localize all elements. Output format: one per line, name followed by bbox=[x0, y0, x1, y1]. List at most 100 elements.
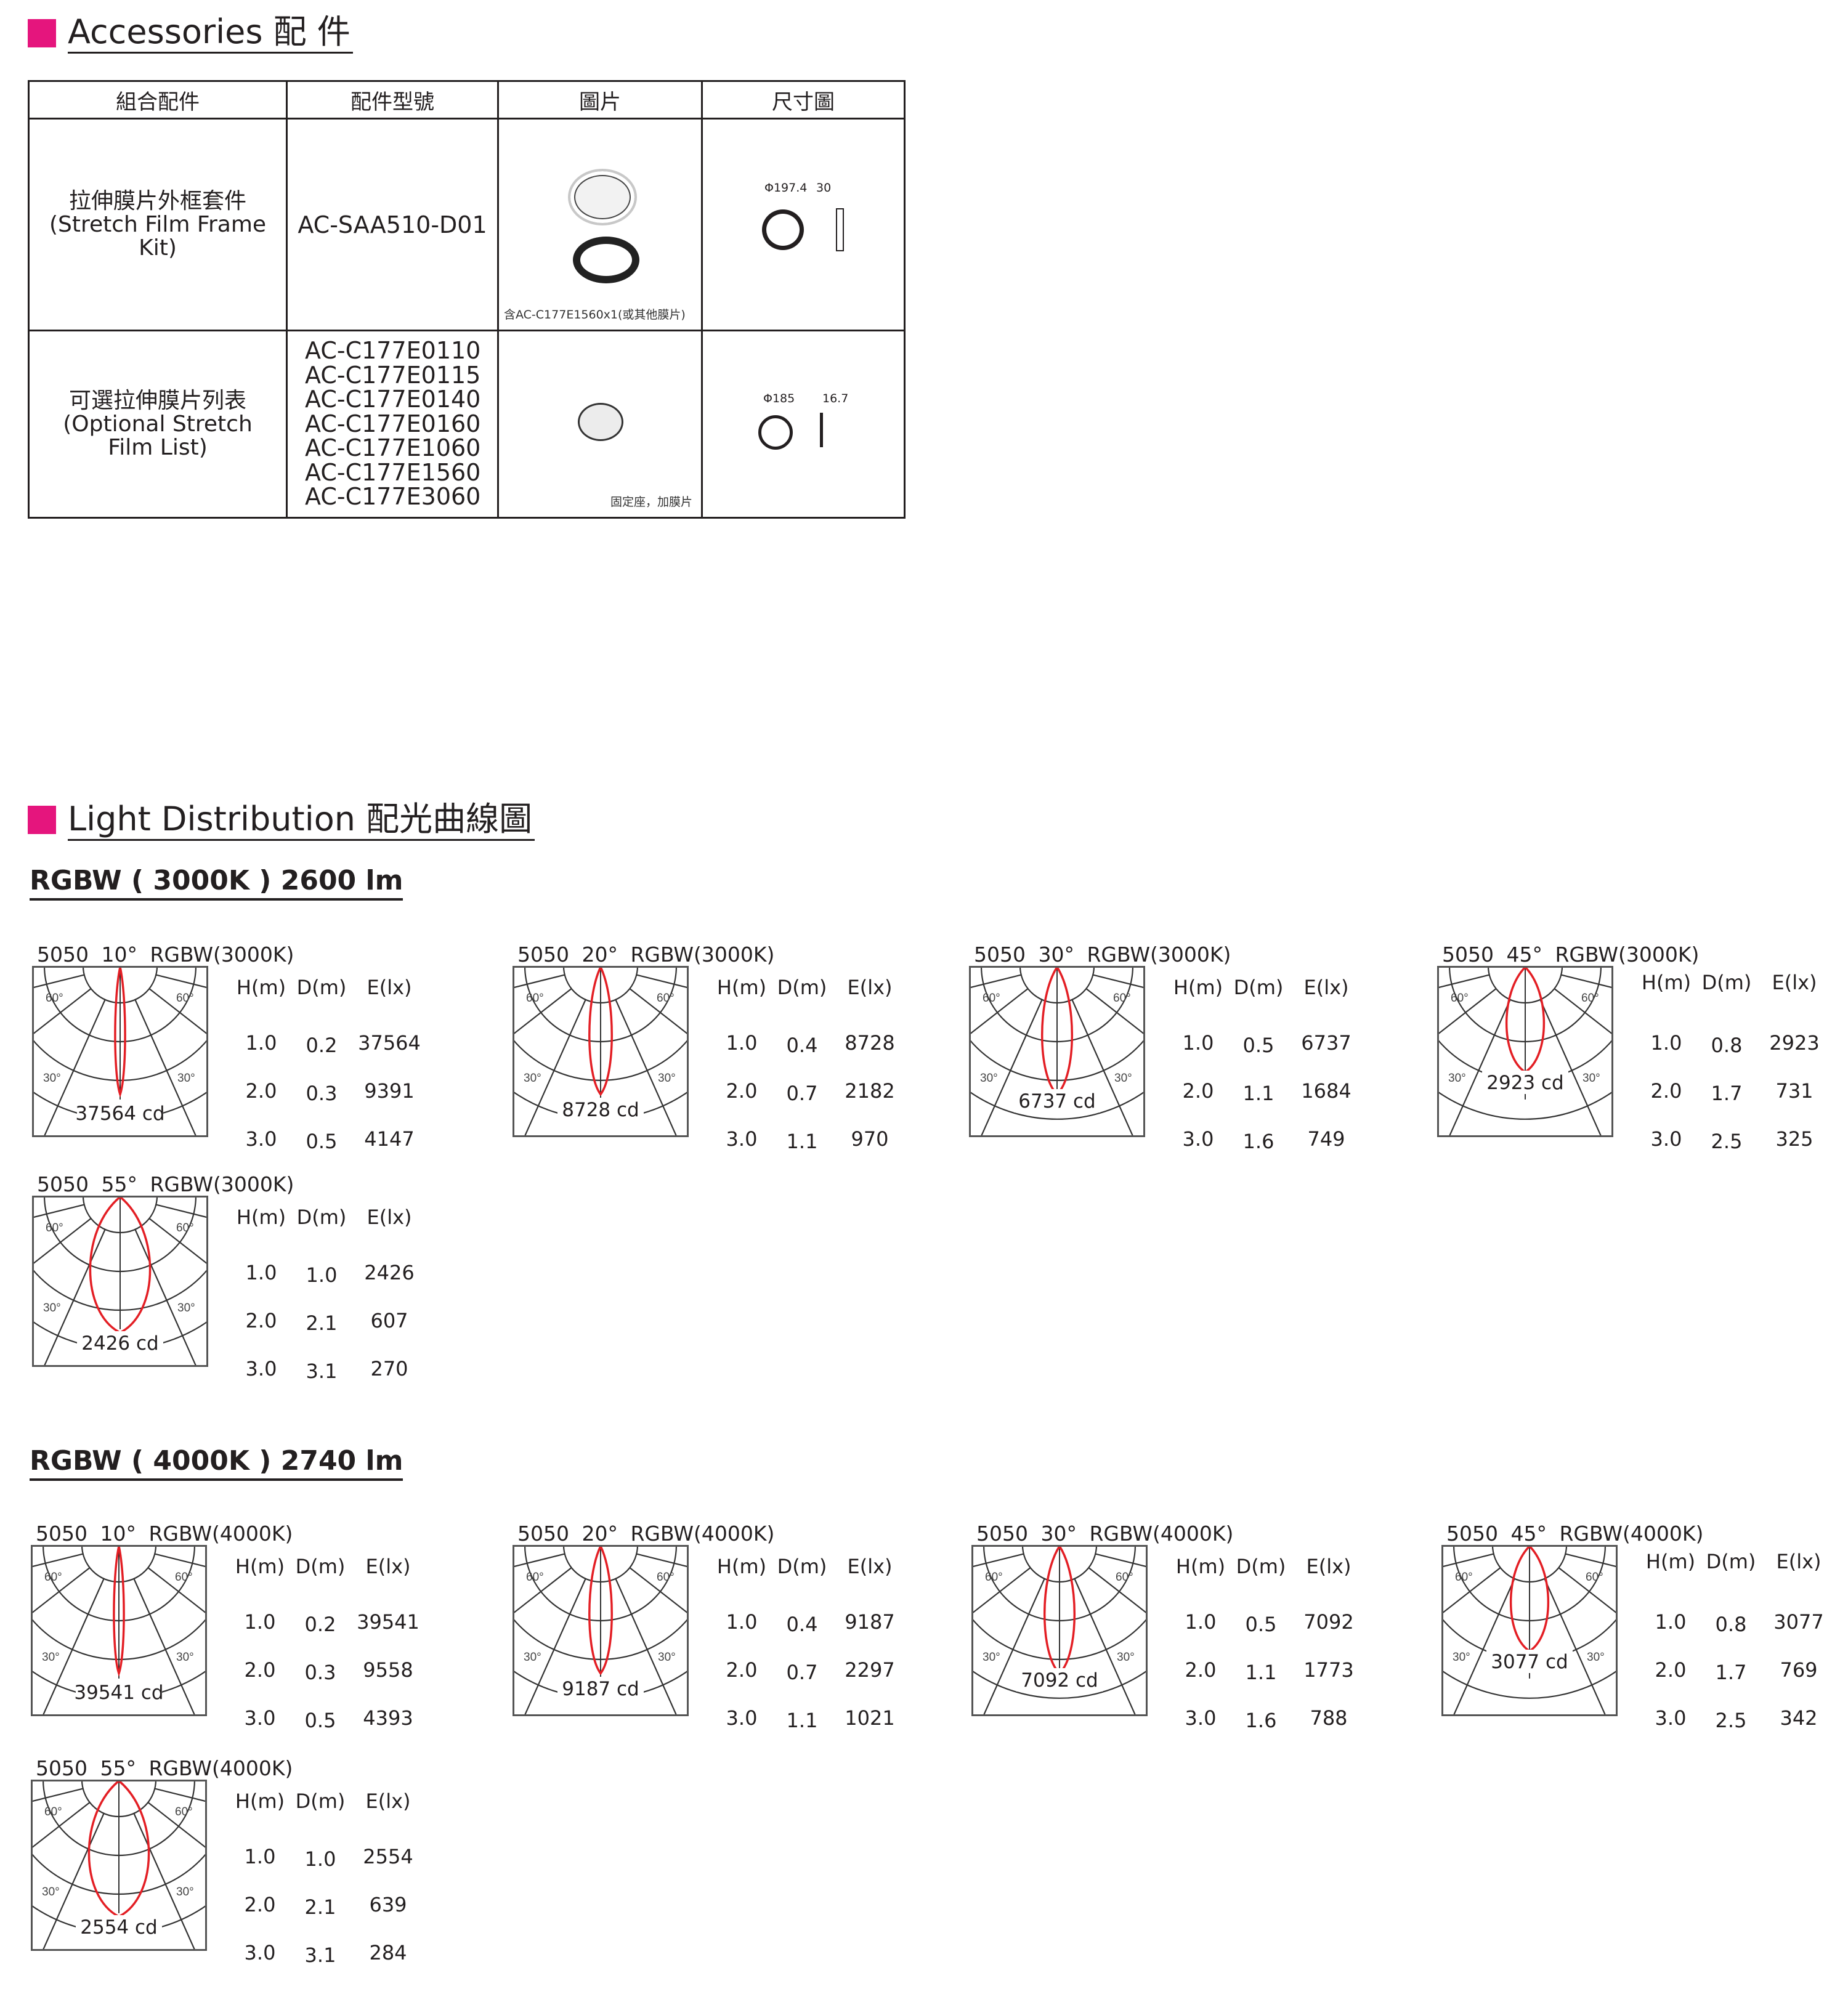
illuminance-value: 8728 bbox=[845, 1031, 895, 1055]
chart-title: 5050 10° RGBW(4000K) bbox=[36, 1522, 293, 1546]
grid-radial-line bbox=[32, 1218, 92, 1265]
dimension-height: 30 bbox=[816, 181, 832, 195]
grid-radial-line bbox=[1074, 1578, 1137, 1716]
grid-radial-line bbox=[31, 1553, 83, 1568]
model-item: AC-C177E0160 bbox=[305, 410, 481, 437]
polar-grid bbox=[971, 1545, 1148, 1716]
polar-grid bbox=[1441, 1545, 1618, 1716]
illuminance-value: 9391 bbox=[364, 1079, 415, 1103]
grid-radial-line bbox=[969, 974, 1021, 989]
table-column-header: D(m) bbox=[1701, 971, 1752, 994]
table-column-header: E(lx) bbox=[1303, 976, 1349, 999]
table-column-header: H(m) bbox=[716, 976, 767, 999]
distance-value: 0.5 bbox=[304, 1709, 336, 1732]
name-en: (Stretch Film Frame Kit) bbox=[49, 211, 267, 261]
grid-radial-line bbox=[31, 1567, 91, 1615]
angle-label: 30° bbox=[42, 1651, 60, 1664]
table-column-header: E(lx) bbox=[847, 1555, 893, 1578]
grid-radial-line bbox=[971, 1567, 1031, 1615]
grid-radial-line bbox=[1085, 988, 1145, 1035]
grid-radial-line bbox=[31, 1802, 91, 1849]
illuminance-value: 1021 bbox=[845, 1706, 895, 1730]
distance-value: 0.7 bbox=[786, 1082, 818, 1105]
peak-label-background bbox=[77, 1101, 163, 1125]
grid-radial-line bbox=[636, 974, 689, 989]
section-marker-icon bbox=[28, 19, 56, 47]
height-value: 1.0 bbox=[1655, 1610, 1687, 1634]
illuminance-value: 270 bbox=[370, 1357, 408, 1380]
illuminance-value: 325 bbox=[1775, 1127, 1814, 1151]
ring-side-drawing-icon bbox=[836, 208, 844, 251]
angle-label: 60° bbox=[1451, 992, 1469, 1005]
grid-radial-line bbox=[1565, 1553, 1618, 1568]
grid-radial-line bbox=[156, 1204, 208, 1218]
table-row: 拉伸膜片外框套件 (Stretch Film Frame Kit) AC-SAA… bbox=[28, 118, 906, 331]
dimension-diameter: Φ185 bbox=[763, 392, 795, 405]
height-value: 2.0 bbox=[1655, 1658, 1687, 1682]
angle-label: 30° bbox=[42, 1886, 60, 1899]
distance-value: 0.5 bbox=[306, 1130, 338, 1153]
grid-radial-line bbox=[155, 1553, 207, 1568]
height-value: 2.0 bbox=[1182, 1079, 1214, 1103]
angle-label: 60° bbox=[175, 1805, 193, 1818]
distance-value: 1.7 bbox=[1711, 1082, 1743, 1105]
chart-title: 5050 10° RGBW(3000K) bbox=[37, 942, 294, 967]
grid-radial-line bbox=[636, 1553, 689, 1568]
height-value: 1.0 bbox=[726, 1610, 758, 1634]
polar-grid bbox=[32, 1196, 208, 1367]
dimension-drawing-cell: Φ197.4 30 bbox=[701, 118, 906, 331]
grid-radial-line bbox=[983, 1578, 1045, 1716]
grid-radial-line bbox=[1441, 1567, 1501, 1615]
illuminance-value: 1773 bbox=[1303, 1658, 1354, 1682]
height-value: 1.0 bbox=[244, 1845, 276, 1868]
accessory-image-cell: 固定座，加膜片 bbox=[497, 330, 703, 519]
grid-radial-line bbox=[1554, 988, 1613, 1035]
chart-title: 5050 45° RGBW(3000K) bbox=[1442, 942, 1700, 967]
distance-value: 0.2 bbox=[306, 1034, 338, 1057]
grid-radial-line bbox=[524, 999, 586, 1137]
model-item: AC-C177E0110 bbox=[305, 337, 481, 365]
distance-value: 1.1 bbox=[1245, 1661, 1277, 1684]
grid-radial-line bbox=[148, 1218, 208, 1265]
distance-value: 0.2 bbox=[304, 1613, 336, 1636]
table-column-header: H(m) bbox=[1641, 971, 1692, 994]
angle-label: 60° bbox=[44, 1805, 62, 1818]
grid-radial-line bbox=[513, 988, 572, 1035]
height-value: 2.0 bbox=[726, 1079, 758, 1103]
table-column-header: H(m) bbox=[1175, 1555, 1226, 1578]
header-dimension: 尺寸圖 bbox=[701, 80, 906, 120]
peak-label-background bbox=[557, 1677, 644, 1700]
chart-title: 5050 55° RGBW(4000K) bbox=[36, 1756, 293, 1780]
illuminance-value: 2297 bbox=[845, 1658, 895, 1682]
beam-curve bbox=[113, 1546, 125, 1677]
grid-radial-line bbox=[969, 988, 1029, 1035]
distance-value: 2.5 bbox=[1715, 1709, 1747, 1732]
angle-label: 60° bbox=[44, 1571, 62, 1584]
illuminance-value: 4393 bbox=[363, 1706, 413, 1730]
grid-radial-line bbox=[147, 1567, 207, 1615]
table-column-header: H(m) bbox=[1645, 1550, 1696, 1573]
light-distribution-chart: 5050 20° RGBW(3000K) 60° 60° 30° 30° 8728 cd H… bbox=[513, 942, 981, 1170]
distance-value: 0.7 bbox=[786, 1661, 818, 1684]
illuminance-value: 284 bbox=[369, 1941, 407, 1964]
accessory-image-cell: 含AC-C177E1560x1(或其他膜片) bbox=[497, 118, 703, 331]
angle-label: 60° bbox=[985, 1571, 1003, 1584]
angle-label: 60° bbox=[46, 1222, 63, 1234]
diagram-frame bbox=[31, 1545, 207, 1716]
light-distribution-chart: 5050 10° RGBW(3000K) 60° 60° 30° 30° 37564 cd… bbox=[32, 942, 500, 1170]
angle-label: 60° bbox=[1581, 992, 1599, 1005]
chart-title: 5050 30° RGBW(3000K) bbox=[974, 942, 1231, 967]
illuminance-value: 639 bbox=[369, 1893, 407, 1916]
diagram-frame bbox=[513, 966, 689, 1137]
section-marker-icon bbox=[28, 806, 56, 834]
diagram-frame bbox=[1441, 1545, 1618, 1716]
table-header-row: 組合配件 配件型號 圖片 尺寸圖 bbox=[28, 80, 906, 120]
distance-value: 0.4 bbox=[786, 1034, 818, 1057]
diagram-frame bbox=[513, 1545, 689, 1716]
light-distribution-chart: 5050 30° RGBW(3000K) 60° 60° 30° 30° 6737 cd H… bbox=[969, 942, 1437, 1170]
grid-radial-line bbox=[615, 1578, 678, 1716]
table-column-header: E(lx) bbox=[1306, 1555, 1352, 1578]
grid-radial-line bbox=[1095, 1553, 1148, 1568]
distance-value: 1.0 bbox=[306, 1263, 338, 1287]
grid-radial-line bbox=[1544, 1578, 1607, 1716]
